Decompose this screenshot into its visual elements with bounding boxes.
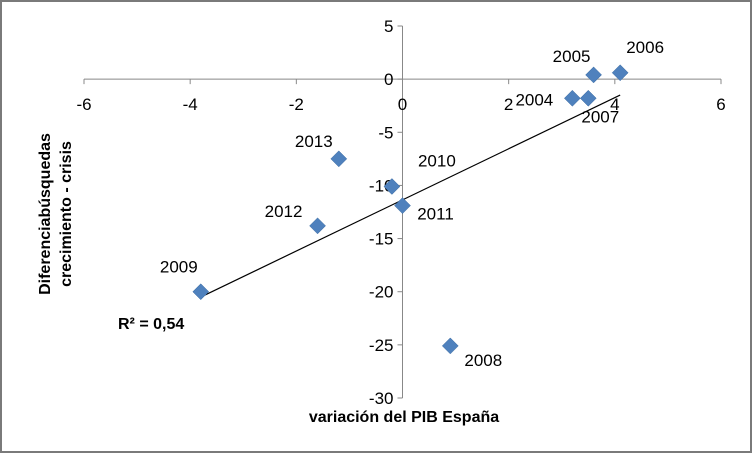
- x-tick-label: -6: [76, 95, 91, 114]
- data-point-2008: [441, 337, 459, 355]
- point-label-2010: 2010: [418, 151, 456, 170]
- point-label-2006: 2006: [626, 38, 664, 57]
- point-label-2008: 2008: [464, 351, 502, 370]
- x-axis-title: variación del PIB España: [309, 409, 499, 426]
- data-point-2004: [564, 89, 581, 107]
- y-tick-label: 5: [384, 17, 393, 36]
- data-point-2009: [192, 283, 210, 301]
- point-label-2004: 2004: [515, 90, 553, 109]
- data-point-2013: [330, 150, 348, 168]
- point-label-2005: 2005: [553, 47, 591, 66]
- point-label-2011: 2011: [417, 205, 454, 224]
- x-tick-label: 0: [398, 95, 407, 114]
- y-tick-label: 0: [384, 70, 393, 89]
- data-point-2011: [394, 197, 411, 214]
- y-tick-label: -20: [369, 283, 394, 302]
- point-label-2009: 2009: [160, 258, 198, 277]
- r-squared-annotation: R² = 0,54: [118, 316, 184, 333]
- point-label-2007: 2007: [581, 107, 619, 126]
- x-tick-label: 4: [610, 95, 619, 114]
- x-tick-label: 6: [716, 95, 725, 114]
- y-tick-label: -15: [369, 230, 394, 249]
- x-tick-label: -2: [289, 95, 304, 114]
- data-point-2010: [383, 178, 401, 195]
- point-label-2012: 2012: [265, 202, 303, 221]
- data-point-2006: [611, 64, 629, 82]
- x-tick-label: -4: [183, 95, 198, 114]
- point-label-2013: 2013: [295, 132, 333, 151]
- data-point-2005: [585, 66, 602, 84]
- y-axis-title-line-1: Diferenciabúsquedas: [37, 133, 54, 295]
- data-point-2012: [309, 217, 326, 235]
- y-tick-label: -10: [369, 176, 394, 195]
- y-tick-label: -5: [378, 123, 393, 142]
- trendline: [200, 94, 621, 298]
- y-tick-label: -25: [369, 336, 394, 355]
- x-tick-label: 2: [504, 95, 513, 114]
- data-point-2007: [579, 89, 597, 107]
- y-tick-label: -30: [369, 389, 394, 408]
- y-axis-title-line-2: crecimiento - crisis: [58, 141, 75, 287]
